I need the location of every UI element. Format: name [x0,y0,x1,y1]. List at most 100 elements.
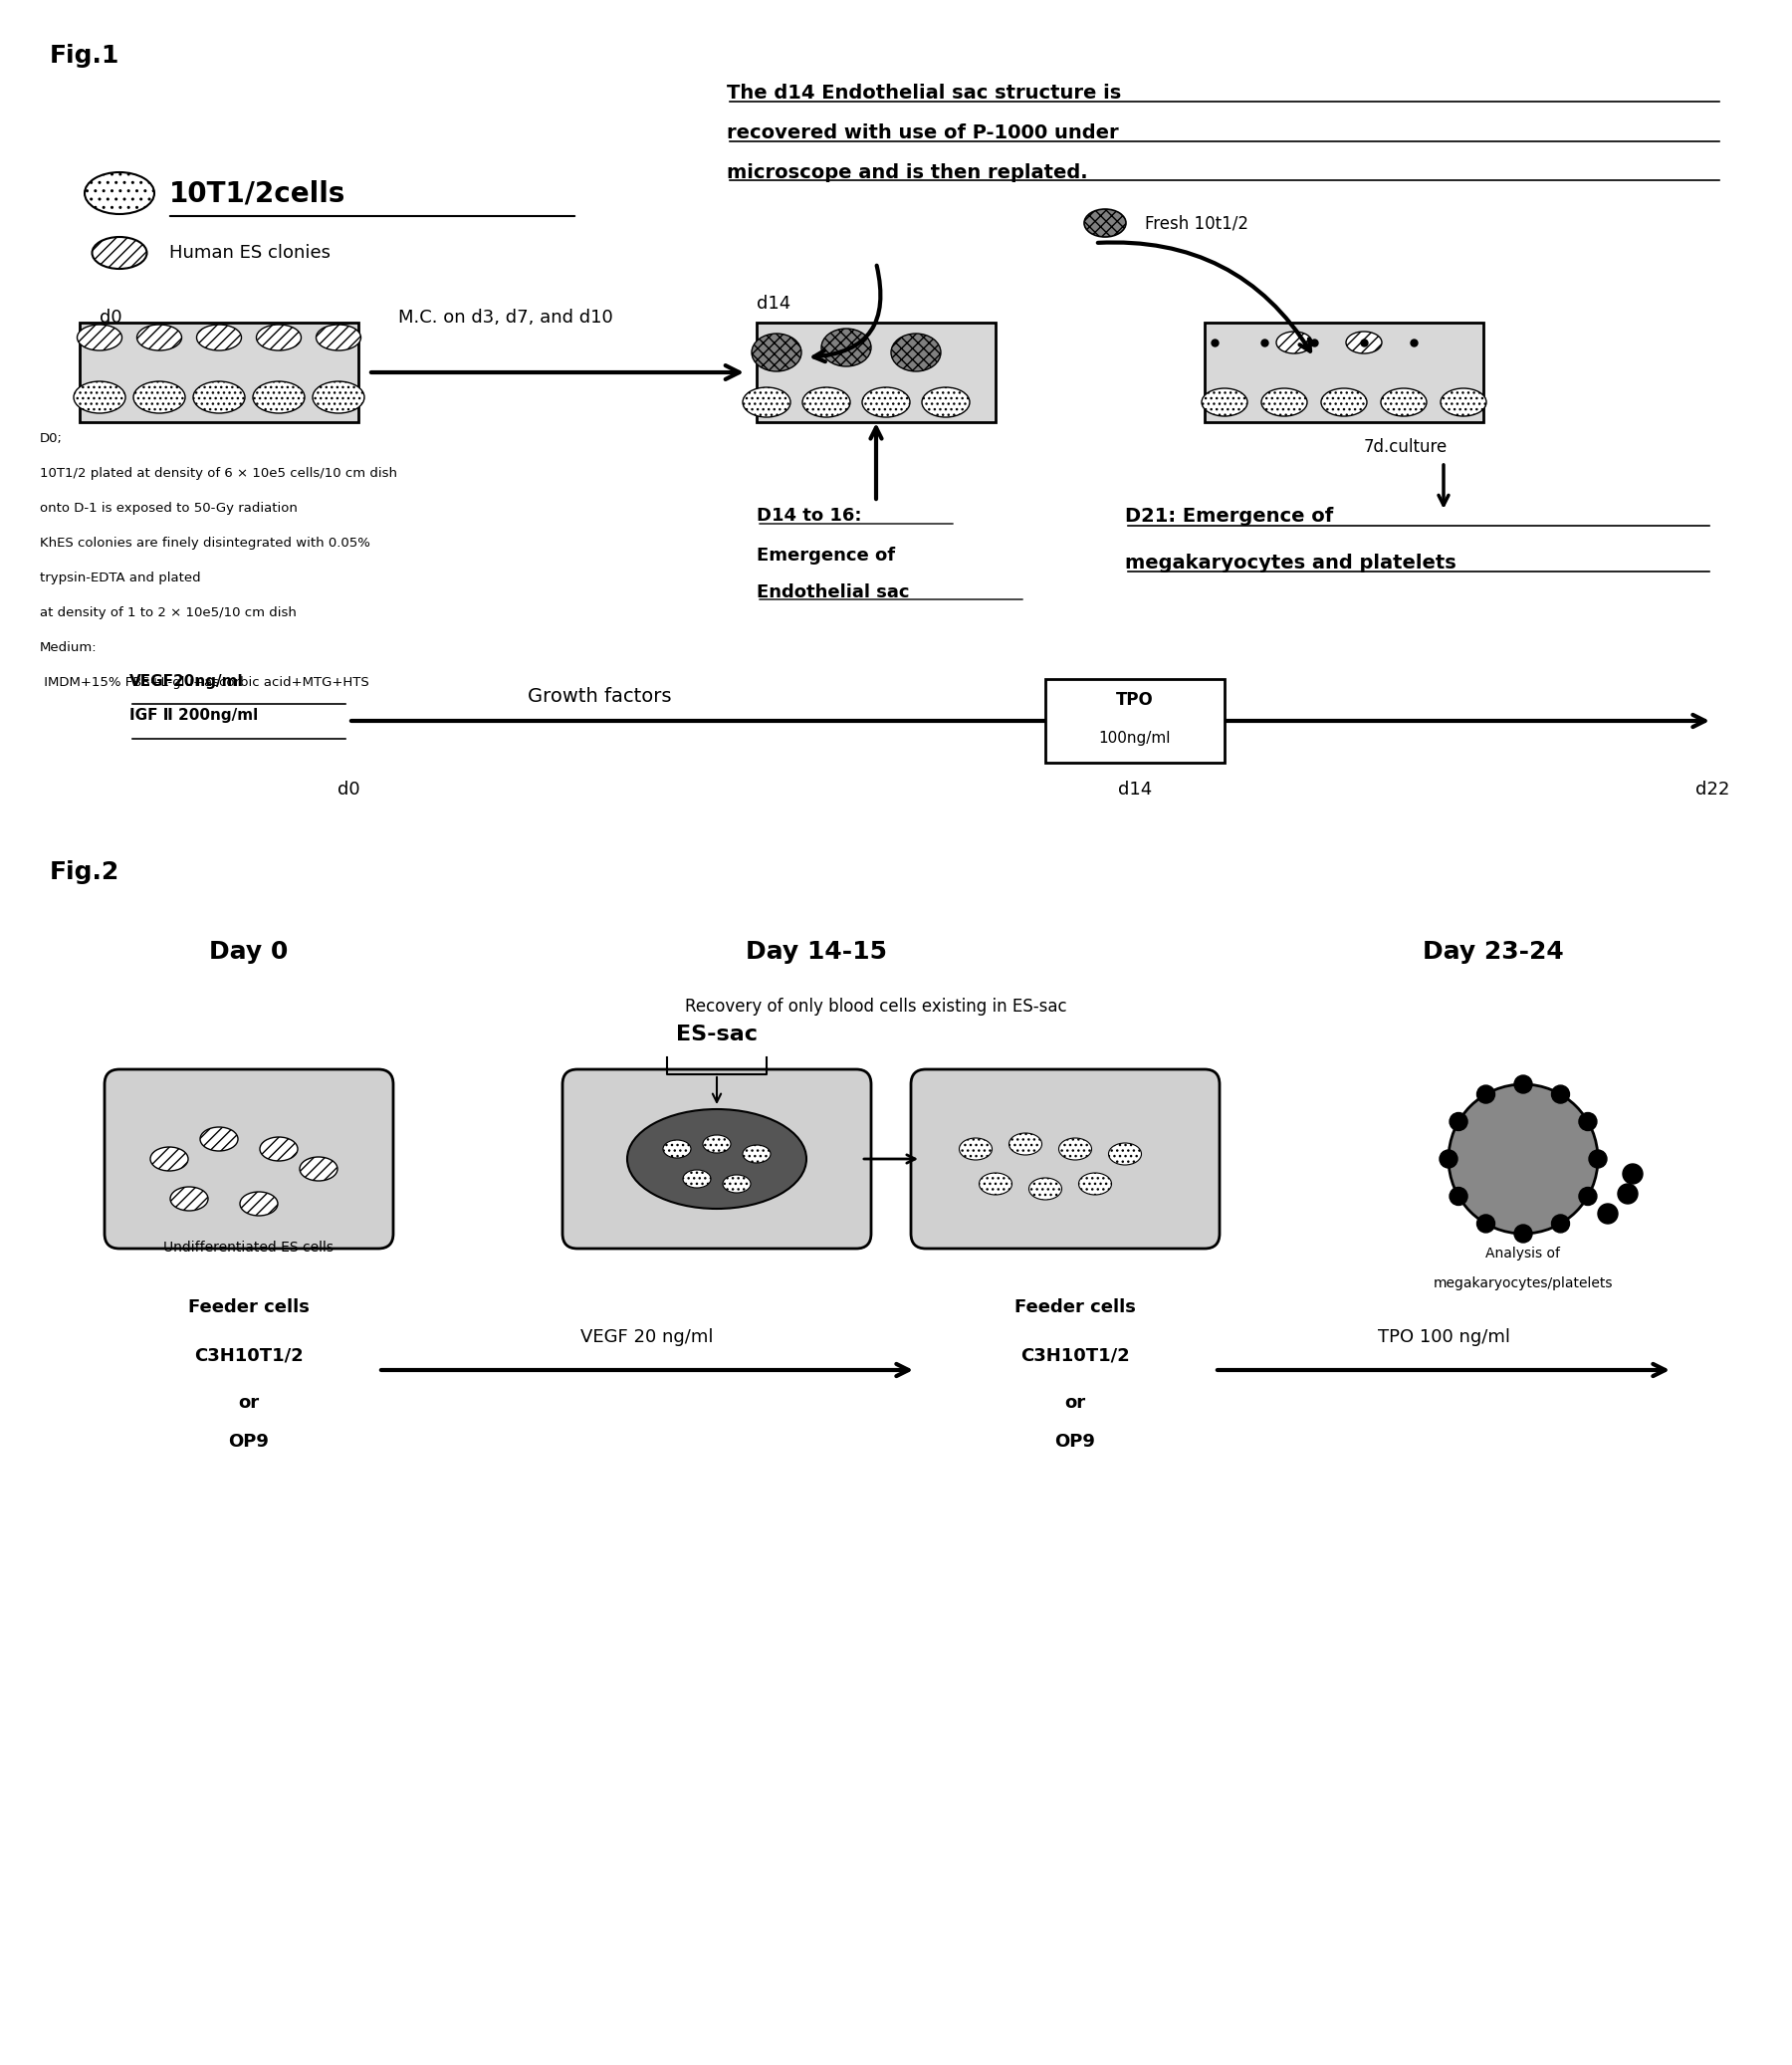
Text: 10T1/2cells: 10T1/2cells [168,180,346,206]
Circle shape [1450,1187,1468,1206]
Ellipse shape [862,388,910,417]
Text: Recovery of only blood cells existing in ES-sac: Recovery of only blood cells existing in… [685,997,1066,1016]
Circle shape [1448,1084,1598,1233]
Circle shape [1477,1214,1495,1233]
Text: M.C. on d3, d7, and d10: M.C. on d3, d7, and d10 [398,308,613,326]
Text: KhES colonies are finely disintegrated with 0.05%: KhES colonies are finely disintegrated w… [39,537,371,549]
Ellipse shape [315,324,360,351]
Text: D21: Emergence of: D21: Emergence of [1125,506,1333,527]
Circle shape [1450,1113,1468,1130]
Text: megakaryocytes and platelets: megakaryocytes and platelets [1125,553,1457,572]
Circle shape [1579,1187,1597,1206]
FancyBboxPatch shape [104,1070,392,1249]
Text: Day 14-15: Day 14-15 [745,940,887,964]
FancyBboxPatch shape [756,322,996,421]
FancyBboxPatch shape [563,1070,871,1249]
Ellipse shape [978,1173,1012,1196]
Ellipse shape [742,388,790,417]
Circle shape [1579,1113,1597,1130]
Text: Analysis of: Analysis of [1486,1247,1561,1260]
Text: TPO: TPO [1116,692,1154,708]
Text: VEGF20ng/ml: VEGF20ng/ml [129,673,244,690]
Text: TPO 100 ng/ml: TPO 100 ng/ml [1378,1328,1509,1346]
Ellipse shape [84,171,154,215]
Text: C3H10T1/2: C3H10T1/2 [194,1346,303,1365]
Circle shape [1477,1086,1495,1103]
Text: D0;: D0; [39,432,63,446]
Ellipse shape [260,1138,297,1161]
Ellipse shape [959,1138,993,1161]
Circle shape [1624,1165,1643,1183]
Circle shape [1514,1225,1532,1243]
Ellipse shape [253,382,305,413]
Text: megakaryocytes/platelets: megakaryocytes/platelets [1434,1276,1613,1291]
Text: Medium:: Medium: [39,642,97,655]
Ellipse shape [627,1109,806,1208]
Text: IGF Ⅱ 200ng/ml: IGF Ⅱ 200ng/ml [129,708,258,723]
Ellipse shape [91,237,147,268]
Ellipse shape [1321,388,1367,417]
Ellipse shape [77,324,122,351]
Text: Endothelial sac: Endothelial sac [756,584,909,601]
Ellipse shape [256,324,301,351]
Text: d22: d22 [1695,781,1729,799]
Circle shape [1514,1076,1532,1092]
Circle shape [1439,1150,1457,1169]
Ellipse shape [170,1187,208,1210]
Text: Fresh 10t1/2: Fresh 10t1/2 [1145,215,1249,231]
Text: Growth factors: Growth factors [527,688,672,706]
Circle shape [1552,1214,1570,1233]
Ellipse shape [201,1127,238,1150]
Text: d14: d14 [756,295,790,312]
Text: 100ng/ml: 100ng/ml [1098,731,1170,745]
Text: trypsin-EDTA and plated: trypsin-EDTA and plated [39,572,201,584]
FancyBboxPatch shape [1204,322,1484,421]
Text: 7d.culture: 7d.culture [1364,438,1448,456]
Ellipse shape [921,388,969,417]
Text: C3H10T1/2: C3H10T1/2 [1021,1346,1129,1365]
Ellipse shape [803,388,849,417]
Text: recovered with use of P-1000 under: recovered with use of P-1000 under [728,124,1118,142]
Ellipse shape [1382,388,1426,417]
Text: Undifferentiated ES cells: Undifferentiated ES cells [163,1241,333,1256]
Ellipse shape [1009,1134,1041,1154]
Ellipse shape [1029,1177,1061,1200]
Text: D14 to 16:: D14 to 16: [756,506,862,525]
Ellipse shape [133,382,185,413]
Ellipse shape [722,1175,751,1194]
FancyArrowPatch shape [1098,242,1310,351]
Text: OP9: OP9 [229,1433,269,1452]
Text: OP9: OP9 [1055,1433,1095,1452]
FancyArrowPatch shape [814,266,880,361]
Ellipse shape [240,1192,278,1216]
Ellipse shape [1109,1144,1142,1165]
Ellipse shape [1262,388,1306,417]
Circle shape [1552,1086,1570,1103]
Text: Feeder cells: Feeder cells [1014,1299,1136,1315]
Ellipse shape [151,1146,188,1171]
FancyBboxPatch shape [79,322,358,421]
Text: or: or [238,1394,260,1412]
Circle shape [1590,1150,1607,1169]
Ellipse shape [194,382,246,413]
Ellipse shape [312,382,364,413]
Text: or: or [1064,1394,1086,1412]
Ellipse shape [136,324,181,351]
Text: Day 0: Day 0 [210,940,289,964]
FancyBboxPatch shape [1045,679,1224,762]
Circle shape [1618,1183,1638,1204]
Text: onto D-1 is exposed to 50-Gy radiation: onto D-1 is exposed to 50-Gy radiation [39,502,297,514]
Text: Feeder cells: Feeder cells [188,1299,310,1315]
Ellipse shape [663,1140,692,1158]
Ellipse shape [751,335,801,372]
Text: Emergence of: Emergence of [756,547,896,564]
Ellipse shape [1276,332,1312,353]
Text: IMDM+15% FBS+L-glu+ascorbic acid+MTG+HTS: IMDM+15% FBS+L-glu+ascorbic acid+MTG+HTS [39,675,369,690]
Text: ES-sac: ES-sac [676,1024,758,1045]
Text: 10T1/2 plated at density of 6 × 10e5 cells/10 cm dish: 10T1/2 plated at density of 6 × 10e5 cel… [39,467,398,479]
Ellipse shape [1084,209,1125,237]
Text: d0: d0 [100,308,122,326]
Ellipse shape [821,328,871,366]
Text: at density of 1 to 2 × 10e5/10 cm dish: at density of 1 to 2 × 10e5/10 cm dish [39,607,296,620]
Ellipse shape [891,335,941,372]
